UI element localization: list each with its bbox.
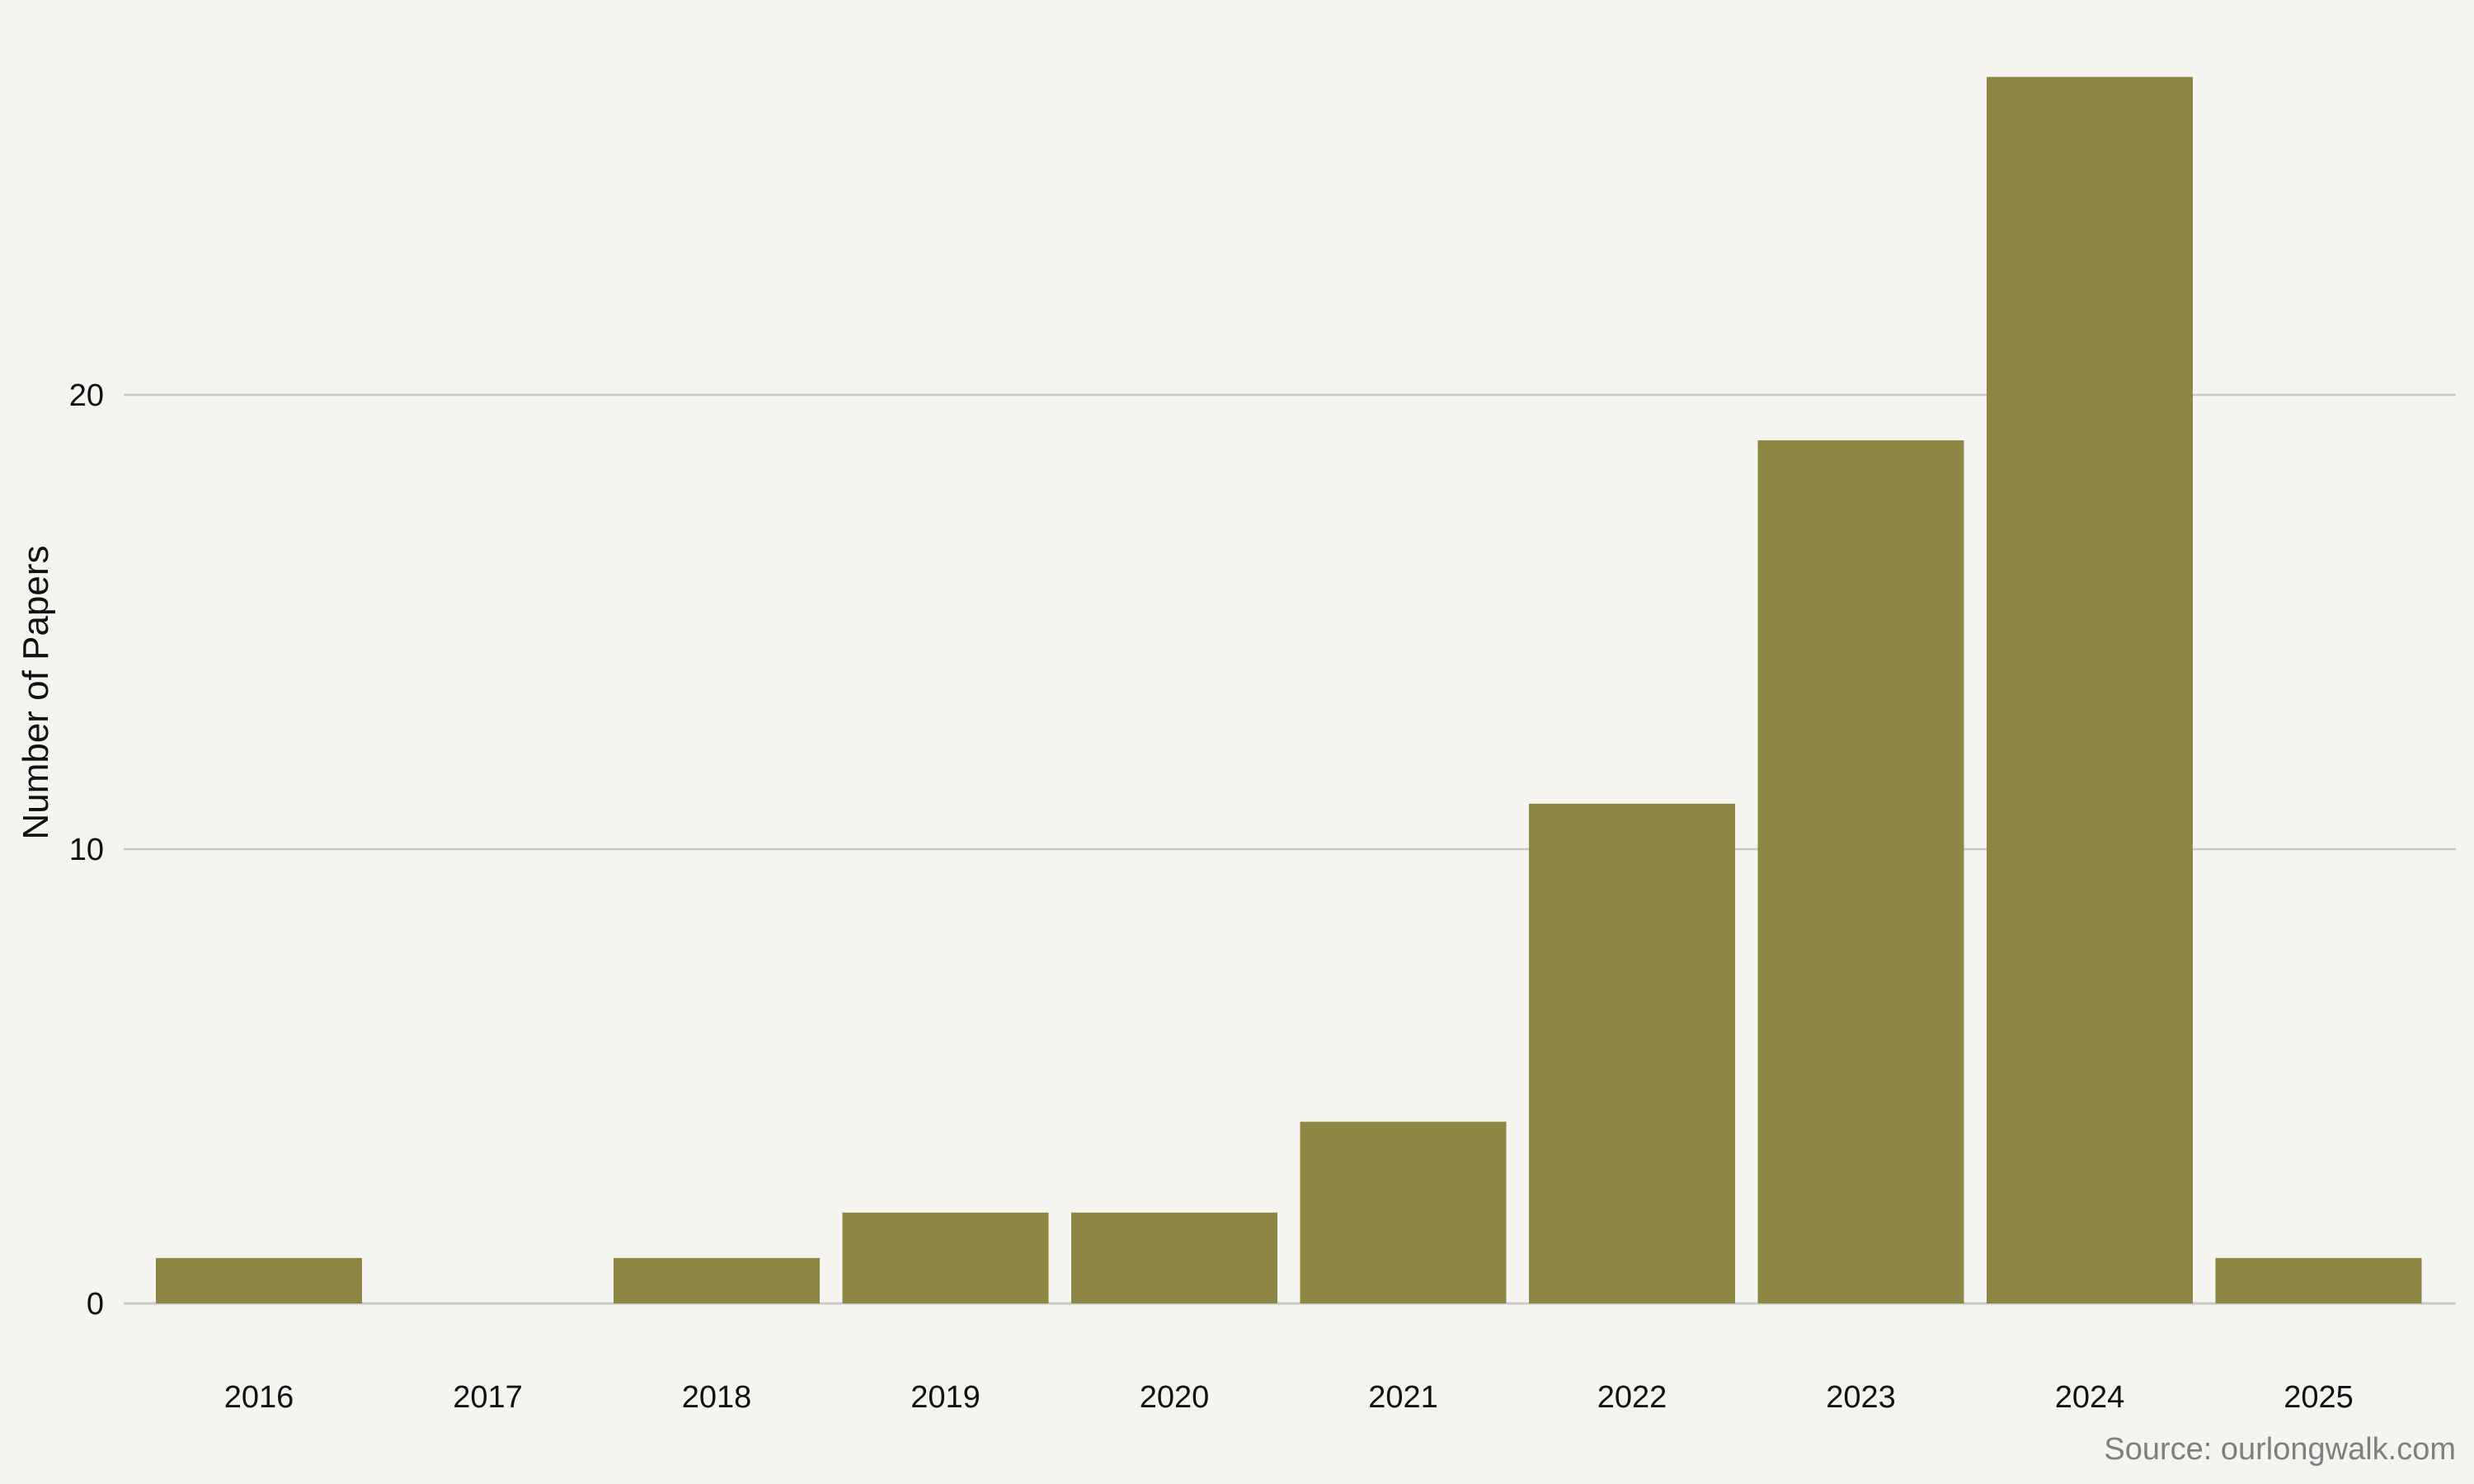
y-tick-label: 20 (69, 378, 104, 413)
y-tick-label: 0 (87, 1287, 104, 1322)
bars (156, 77, 2422, 1303)
y-axis-title: Number of Papers (16, 545, 56, 839)
x-tick-label-2025: 2025 (2284, 1380, 2354, 1415)
source-label: Source: ourlongwalk.com (2104, 1432, 2456, 1467)
bar-2020 (1071, 1212, 1277, 1303)
x-axis-ticks: 2016 2017 2018 2019 2020 2021 2022 2023 2024 2025 (224, 1380, 2354, 1415)
x-tick-label-2020: 2020 (1140, 1380, 1210, 1415)
y-axis-ticks: 0 10 20 (69, 378, 104, 1322)
x-tick-label-2018: 2018 (682, 1380, 752, 1415)
bar-2023 (1757, 440, 1964, 1303)
x-tick-label-2017: 2017 (453, 1380, 523, 1415)
x-tick-label-2024: 2024 (2055, 1380, 2125, 1415)
x-tick-label-2022: 2022 (1597, 1380, 1667, 1415)
x-tick-label-2021: 2021 (1368, 1380, 1438, 1415)
bar-2024 (1987, 77, 2193, 1303)
bar-2016 (156, 1257, 362, 1303)
x-tick-label-2023: 2023 (1826, 1380, 1896, 1415)
y-tick-label: 10 (69, 833, 104, 867)
bar-2022 (1529, 803, 1735, 1303)
bar-2018 (614, 1257, 820, 1303)
x-tick-label-2016: 2016 (224, 1380, 294, 1415)
bar-2021 (1300, 1121, 1507, 1303)
bar-2025 (2215, 1257, 2422, 1303)
x-tick-label-2019: 2019 (910, 1380, 981, 1415)
bar-2019 (842, 1212, 1049, 1303)
